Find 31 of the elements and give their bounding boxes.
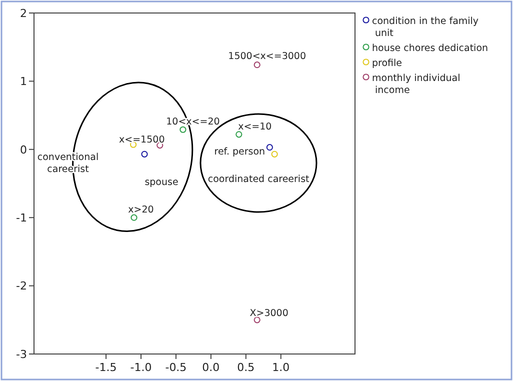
annotation: 1500<x<=3000 <box>228 50 306 62</box>
annotation: x<=10 <box>238 121 272 132</box>
annotation: ref. person <box>214 146 266 158</box>
legend-label: monthly individual income <box>372 73 460 96</box>
annotation: spouse <box>144 177 178 188</box>
x-tick-label: -0.5 <box>165 361 187 374</box>
y-tick-label: -2 <box>16 280 27 293</box>
point <box>236 131 242 138</box>
point <box>254 62 260 68</box>
y-tick-label: 2 <box>20 6 27 20</box>
point <box>130 214 138 221</box>
y-tick-label: -1 <box>16 211 27 224</box>
x-tick-label: -1.5 <box>95 361 117 374</box>
annotation: x<=1500 <box>119 134 165 146</box>
legend-label: house chores dedication <box>372 43 488 54</box>
y-tick-label: 1 <box>20 75 27 88</box>
x-tick-label: -1.0 <box>130 361 152 374</box>
point <box>254 316 260 324</box>
x-tick-label: 0.5 <box>237 361 255 374</box>
point <box>180 126 186 133</box>
annotation: X>3000 <box>250 308 288 319</box>
y-tick-label: -3 <box>16 348 27 361</box>
point <box>266 144 273 151</box>
point <box>141 150 148 158</box>
point <box>271 150 278 158</box>
y-tick-label: 0 <box>20 143 27 156</box>
x-tick-label: 0.0 <box>202 361 220 374</box>
annotation: x>20 <box>128 204 154 216</box>
annotation: coordinated careerist <box>208 174 310 186</box>
x-tick-label: 1.0 <box>272 361 290 374</box>
legend-label: profile <box>372 58 402 69</box>
